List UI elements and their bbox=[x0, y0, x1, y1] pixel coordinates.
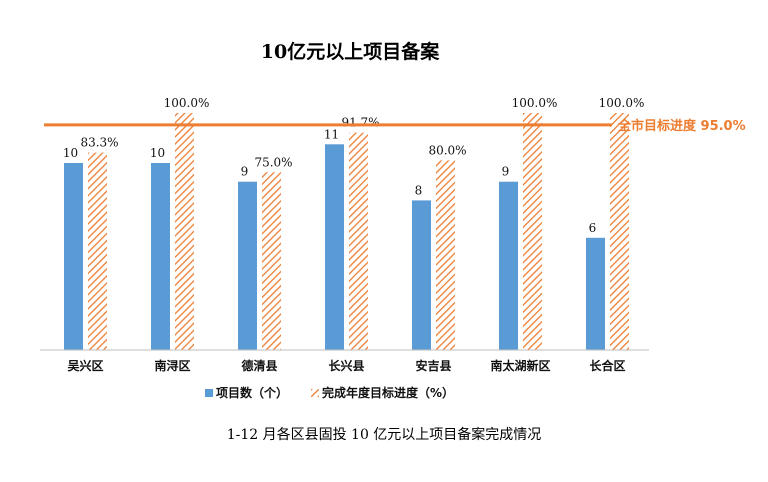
category-label-2: 德清县 bbox=[241, 358, 277, 373]
bar-count-0 bbox=[64, 163, 83, 350]
bar-progress-1 bbox=[175, 113, 194, 350]
legend-swatch-progress bbox=[311, 389, 319, 397]
category-label-1: 南浔区 bbox=[154, 358, 190, 373]
value-label-count-0: 10 bbox=[63, 146, 78, 160]
category-label-5: 南太湖新区 bbox=[490, 358, 550, 373]
bar-progress-3 bbox=[349, 132, 368, 350]
bar-progress-6 bbox=[610, 113, 629, 350]
bar-progress-0 bbox=[88, 152, 107, 350]
value-label-count-3: 11 bbox=[324, 127, 339, 141]
value-label-count-5: 9 bbox=[502, 165, 510, 179]
value-label-progress-1: 100.0% bbox=[164, 96, 210, 110]
legend-label-count: 项目数（个） bbox=[216, 385, 288, 400]
value-label-count-2: 9 bbox=[241, 165, 249, 179]
value-label-progress-6: 100.0% bbox=[599, 96, 645, 110]
bar-progress-4 bbox=[436, 160, 455, 350]
chart-area: 10亿元以上项目备案 1083.3%10100.0%975.0%1191.7%8… bbox=[40, 40, 746, 400]
category-label-3: 长兴县 bbox=[328, 358, 364, 373]
bar-progress-5 bbox=[523, 113, 542, 350]
value-label-progress-3: 91.7% bbox=[341, 116, 379, 130]
bar-progress-2 bbox=[262, 172, 281, 350]
bar-count-4 bbox=[412, 200, 431, 350]
value-label-progress-4: 80.0% bbox=[428, 143, 466, 157]
target-label: 全市目标进度 95.0% bbox=[617, 118, 746, 134]
category-label-6: 长合区 bbox=[589, 358, 625, 373]
bar-count-2 bbox=[238, 181, 257, 350]
value-label-count-1: 10 bbox=[150, 146, 165, 160]
bars-group bbox=[64, 113, 629, 350]
legend-swatch-count bbox=[205, 389, 213, 397]
value-label-progress-5: 100.0% bbox=[512, 96, 558, 110]
bar-count-3 bbox=[325, 144, 344, 350]
legend: 项目数（个） 完成年度目标进度（%） bbox=[205, 385, 454, 400]
figure-caption: 1-12 月各区县固投 10 亿元以上项目备案完成情况 bbox=[226, 427, 542, 443]
value-label-count-6: 6 bbox=[589, 221, 597, 235]
value-label-count-4: 8 bbox=[415, 183, 423, 197]
value-label-progress-0: 83.3% bbox=[80, 136, 118, 150]
bar-count-5 bbox=[499, 181, 518, 350]
bar-count-1 bbox=[151, 163, 170, 350]
bar-count-6 bbox=[586, 237, 605, 350]
chart-title: 10亿元以上项目备案 bbox=[261, 40, 440, 63]
category-label-0: 吴兴区 bbox=[67, 358, 103, 373]
value-label-progress-2: 75.0% bbox=[254, 155, 292, 169]
category-label-4: 安吉县 bbox=[415, 358, 451, 373]
category-labels: 吴兴区 南浔区 德清县 长兴县 安吉县 南太湖新区 长合区 bbox=[67, 358, 625, 373]
labels-group: 1083.3%10100.0%975.0%1191.7%880.0%9100.0… bbox=[63, 96, 645, 235]
legend-label-progress: 完成年度目标进度（%） bbox=[322, 385, 454, 400]
